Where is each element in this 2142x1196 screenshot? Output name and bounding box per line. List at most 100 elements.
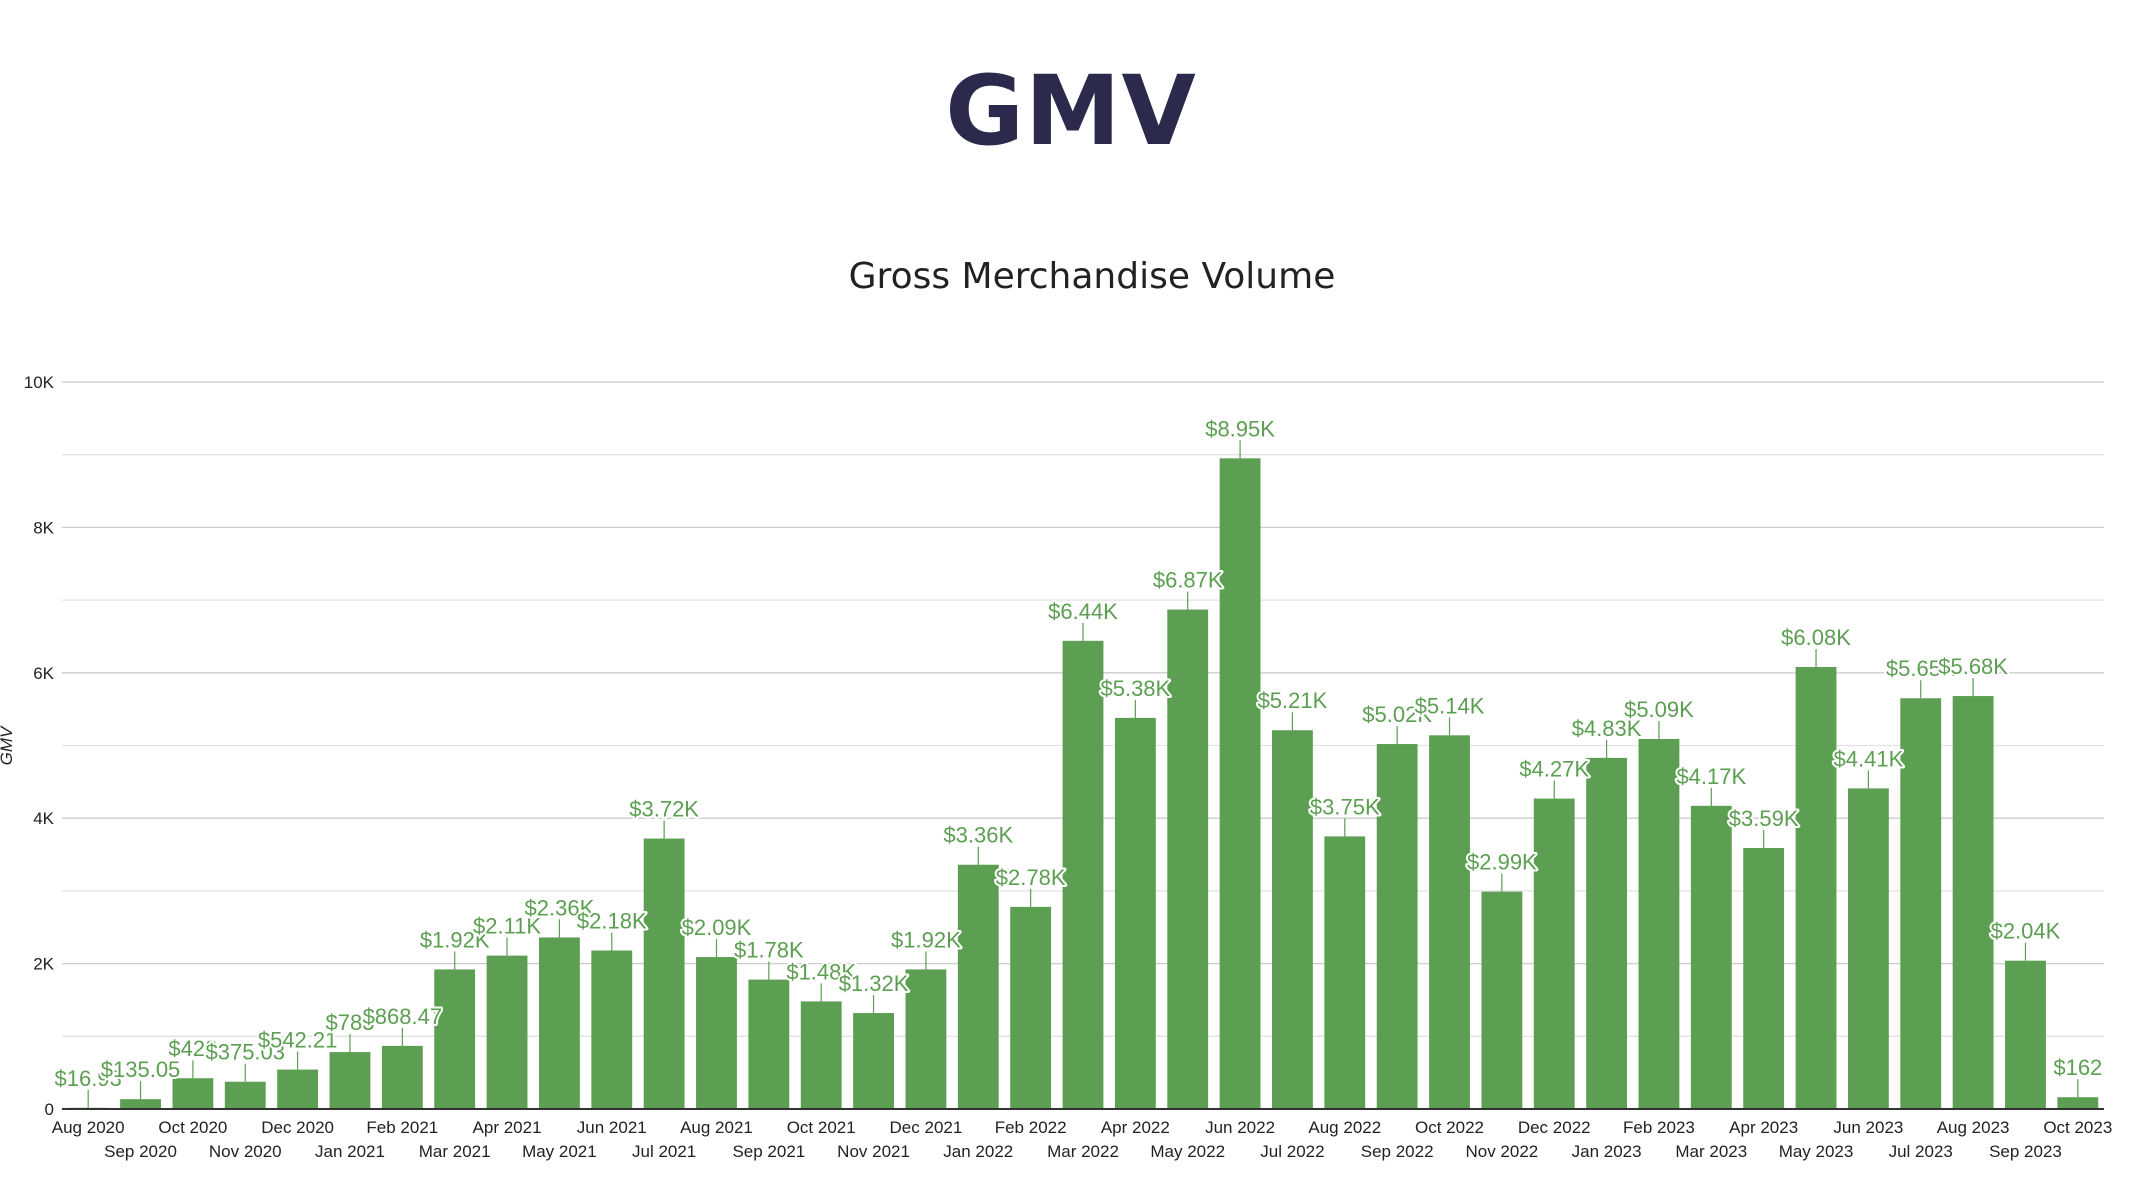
data-label: $6.87K	[1153, 568, 1223, 593]
page-title: GMV	[945, 55, 1197, 167]
x-tick-label: Jan 2021	[315, 1142, 385, 1161]
x-tick-label: Oct 2022	[1415, 1118, 1484, 1137]
x-tick-label: Apr 2023	[1729, 1118, 1798, 1137]
data-label: $16.93	[55, 1066, 122, 1091]
x-tick-label: Sep 2020	[104, 1142, 177, 1161]
data-label: $4.41K	[1834, 746, 1904, 771]
data-label: $2.36K	[525, 895, 595, 920]
x-tick-label: Jan 2022	[943, 1142, 1013, 1161]
bar	[486, 955, 528, 1109]
data-label: $3.59K	[1729, 806, 1799, 831]
data-label: $4.83K	[1572, 716, 1642, 741]
x-tick-label: Aug 2022	[1308, 1118, 1381, 1137]
x-axis: Aug 2020 Sep 2020 Oct 2020 Nov 2020 Dec 2020…	[52, 1108, 2112, 1161]
x-tick-label: Sep 2021	[732, 1142, 805, 1161]
bar	[800, 1001, 842, 1109]
data-label: $5.14K	[1415, 693, 1485, 718]
x-tick-label: Aug 2020	[52, 1118, 125, 1137]
x-tick-label: Apr 2022	[1101, 1118, 1170, 1137]
x-tick-label: Jul 2023	[1889, 1142, 1953, 1161]
data-label: $5.68K	[1938, 654, 2008, 679]
y-tick-label: 4K	[33, 809, 54, 828]
x-tick-label: Jun 2023	[1833, 1118, 1903, 1137]
data-label: $5.09K	[1624, 697, 1694, 722]
bar	[957, 864, 999, 1109]
data-label: $1.92K	[420, 927, 490, 952]
data-label: $2.04K	[1991, 919, 2061, 944]
y-axis: 0 2K 4K 6K 8K 10K	[24, 373, 55, 1119]
x-tick-label: Aug 2023	[1937, 1118, 2010, 1137]
data-label: $6.08K	[1781, 625, 1851, 650]
data-label: $3.36K	[943, 823, 1013, 848]
bar	[643, 838, 685, 1109]
x-tick-label: May 2022	[1150, 1142, 1225, 1161]
data-label: $1.92K	[891, 927, 961, 952]
bar	[748, 979, 790, 1109]
y-tick-label: 2K	[33, 955, 54, 974]
x-tick-label: Dec 2022	[1518, 1118, 1591, 1137]
data-label: $783	[325, 1010, 374, 1035]
data-label: $1.78K	[734, 938, 804, 963]
x-tick-label: Feb 2023	[1623, 1118, 1695, 1137]
bar	[538, 937, 580, 1109]
bar	[1533, 798, 1575, 1109]
x-tick-label: Jun 2021	[577, 1118, 647, 1137]
x-tick-label: Mar 2023	[1675, 1142, 1747, 1161]
x-tick-label: Dec 2021	[890, 1118, 963, 1137]
y-tick-label: 10K	[24, 373, 55, 392]
x-tick-label: Nov 2020	[209, 1142, 282, 1161]
data-label: $2.09K	[682, 915, 752, 940]
x-tick-label: Dec 2020	[261, 1118, 334, 1137]
data-label: $2.99K	[1467, 850, 1537, 875]
bar	[1586, 757, 1628, 1109]
x-tick-label: Jul 2021	[632, 1142, 696, 1161]
x-tick-label: Jun 2022	[1205, 1118, 1275, 1137]
data-label: $5.38K	[1100, 676, 1170, 701]
x-tick-label: May 2021	[522, 1142, 597, 1161]
data-label: $3.72K	[629, 797, 699, 822]
y-tick-label: 8K	[33, 518, 54, 537]
bar	[1272, 730, 1313, 1109]
bar	[1690, 805, 1732, 1109]
data-label: $8.95K	[1205, 416, 1275, 441]
data-label: $4.17K	[1676, 764, 1746, 789]
x-tick-label: Aug 2021	[680, 1118, 753, 1137]
data-label: $135.05	[101, 1057, 181, 1082]
bar	[434, 969, 476, 1109]
data-label: $5.21K	[1258, 688, 1328, 713]
bar	[1324, 836, 1366, 1109]
bars	[67, 458, 2099, 1110]
bar	[905, 969, 947, 1109]
bar	[2005, 960, 2046, 1109]
bar	[1429, 735, 1470, 1109]
data-label: $5.65K	[1886, 656, 1956, 681]
bar	[381, 1045, 423, 1109]
bar	[1952, 696, 1994, 1109]
x-tick-label: Sep 2023	[1989, 1142, 2062, 1161]
bar	[120, 1099, 161, 1109]
data-label: $4.27K	[1519, 757, 1589, 782]
bar	[172, 1078, 214, 1109]
x-tick-label: Jul 2022	[1260, 1142, 1324, 1161]
bar	[696, 957, 737, 1109]
bar	[1900, 698, 1942, 1109]
x-tick-label: Mar 2021	[419, 1142, 491, 1161]
x-tick-label: Nov 2021	[837, 1142, 910, 1161]
bar	[591, 950, 633, 1109]
x-tick-label: Sep 2022	[1361, 1142, 1434, 1161]
bar	[1219, 458, 1261, 1110]
data-label: $6.44K	[1048, 599, 1118, 624]
x-tick-label: Nov 2022	[1465, 1142, 1538, 1161]
x-tick-label: Apr 2021	[473, 1118, 542, 1137]
bar	[1847, 788, 1889, 1109]
bar	[1010, 906, 1052, 1109]
bar	[1743, 848, 1785, 1109]
data-label: $1.48K	[786, 959, 856, 984]
data-labels: $16.93$135.05$423$375.03$542.21$783$868.…	[53, 414, 2104, 1108]
bar	[1114, 717, 1156, 1109]
y-axis-label: GMV	[0, 725, 16, 765]
x-tick-label: Oct 2021	[787, 1118, 856, 1137]
data-label: $1.32K	[839, 971, 909, 996]
x-tick-label: Jan 2023	[1572, 1142, 1642, 1161]
x-tick-label: Mar 2022	[1047, 1142, 1119, 1161]
